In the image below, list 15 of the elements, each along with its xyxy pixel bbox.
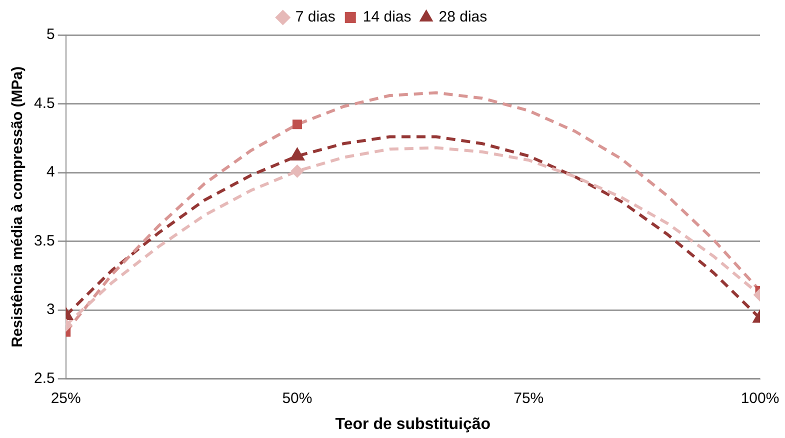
x-tick-label: 75%	[514, 390, 544, 407]
y-tick-label: 4.5	[34, 94, 55, 112]
x-tick-label: 50%	[282, 390, 312, 407]
y-tick-label: 3.5	[34, 232, 55, 250]
y-tick-label: 4	[46, 164, 55, 181]
legend-label: 28 dias	[438, 8, 488, 26]
x-tick-label: 25%	[50, 390, 81, 407]
x-axis-title: Teor de substituição	[335, 416, 491, 433]
x-tick-label: 100%	[740, 390, 780, 407]
legend-label: 7 dias	[295, 8, 336, 26]
y-tick-label: 3	[46, 301, 55, 318]
y-tick-label: 2.5	[34, 370, 55, 387]
legend-label: 14 dias	[362, 8, 412, 26]
y-axis-title: Resistência média à compressão (MPa)	[9, 66, 26, 348]
y-tick-label: 5	[46, 26, 55, 44]
